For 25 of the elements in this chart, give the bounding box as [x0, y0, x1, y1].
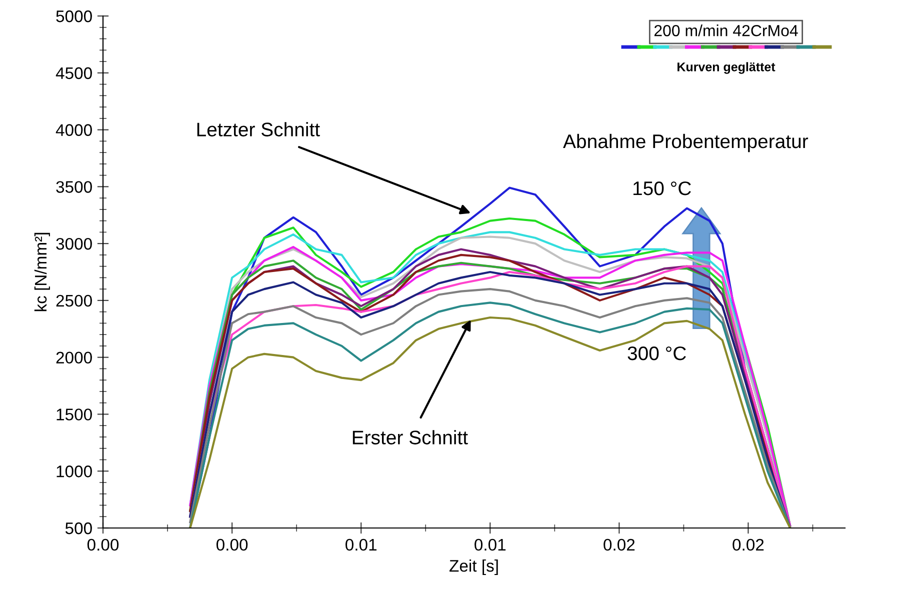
annotation: Letzter Schnitt — [197, 122, 320, 136]
x-tick-label: 0.02 — [732, 538, 764, 551]
y-tick-label: 1000 — [56, 466, 92, 478]
y-tick-label: 1500 — [56, 408, 92, 420]
y-tick-label: 3500 — [56, 181, 92, 193]
x-tick-label: 0.02 — [604, 538, 635, 551]
x-tick-label: 0.01 — [474, 538, 506, 551]
annotation: Kurven geglättet — [678, 62, 776, 74]
y-axis-title: kc [N/mm²] — [34, 232, 50, 312]
x-tick-label: 0.00 — [87, 538, 119, 551]
annotation: 200 m/min 42CrMo4 — [654, 24, 798, 36]
annotation: Erster Schnitt — [352, 430, 468, 444]
x-tick-label: 0.01 — [346, 538, 376, 551]
annotation: 150 °C — [633, 181, 691, 196]
x-axis-title: Zeit [s] — [450, 560, 498, 576]
annotation: Abnahme Probentemperatur — [563, 134, 808, 152]
y-tick-label: 5000 — [56, 10, 92, 22]
x-tick-label: 0.00 — [216, 538, 248, 551]
y-tick-label: 4500 — [56, 67, 92, 80]
y-tick-label: 500 — [65, 522, 92, 534]
y-tick-label: 4000 — [56, 124, 92, 136]
y-tick-label: 2500 — [56, 294, 92, 307]
annotation: 300 °C — [628, 346, 686, 360]
y-tick-label: 2000 — [56, 352, 92, 364]
y-tick-label: 3000 — [56, 238, 92, 250]
